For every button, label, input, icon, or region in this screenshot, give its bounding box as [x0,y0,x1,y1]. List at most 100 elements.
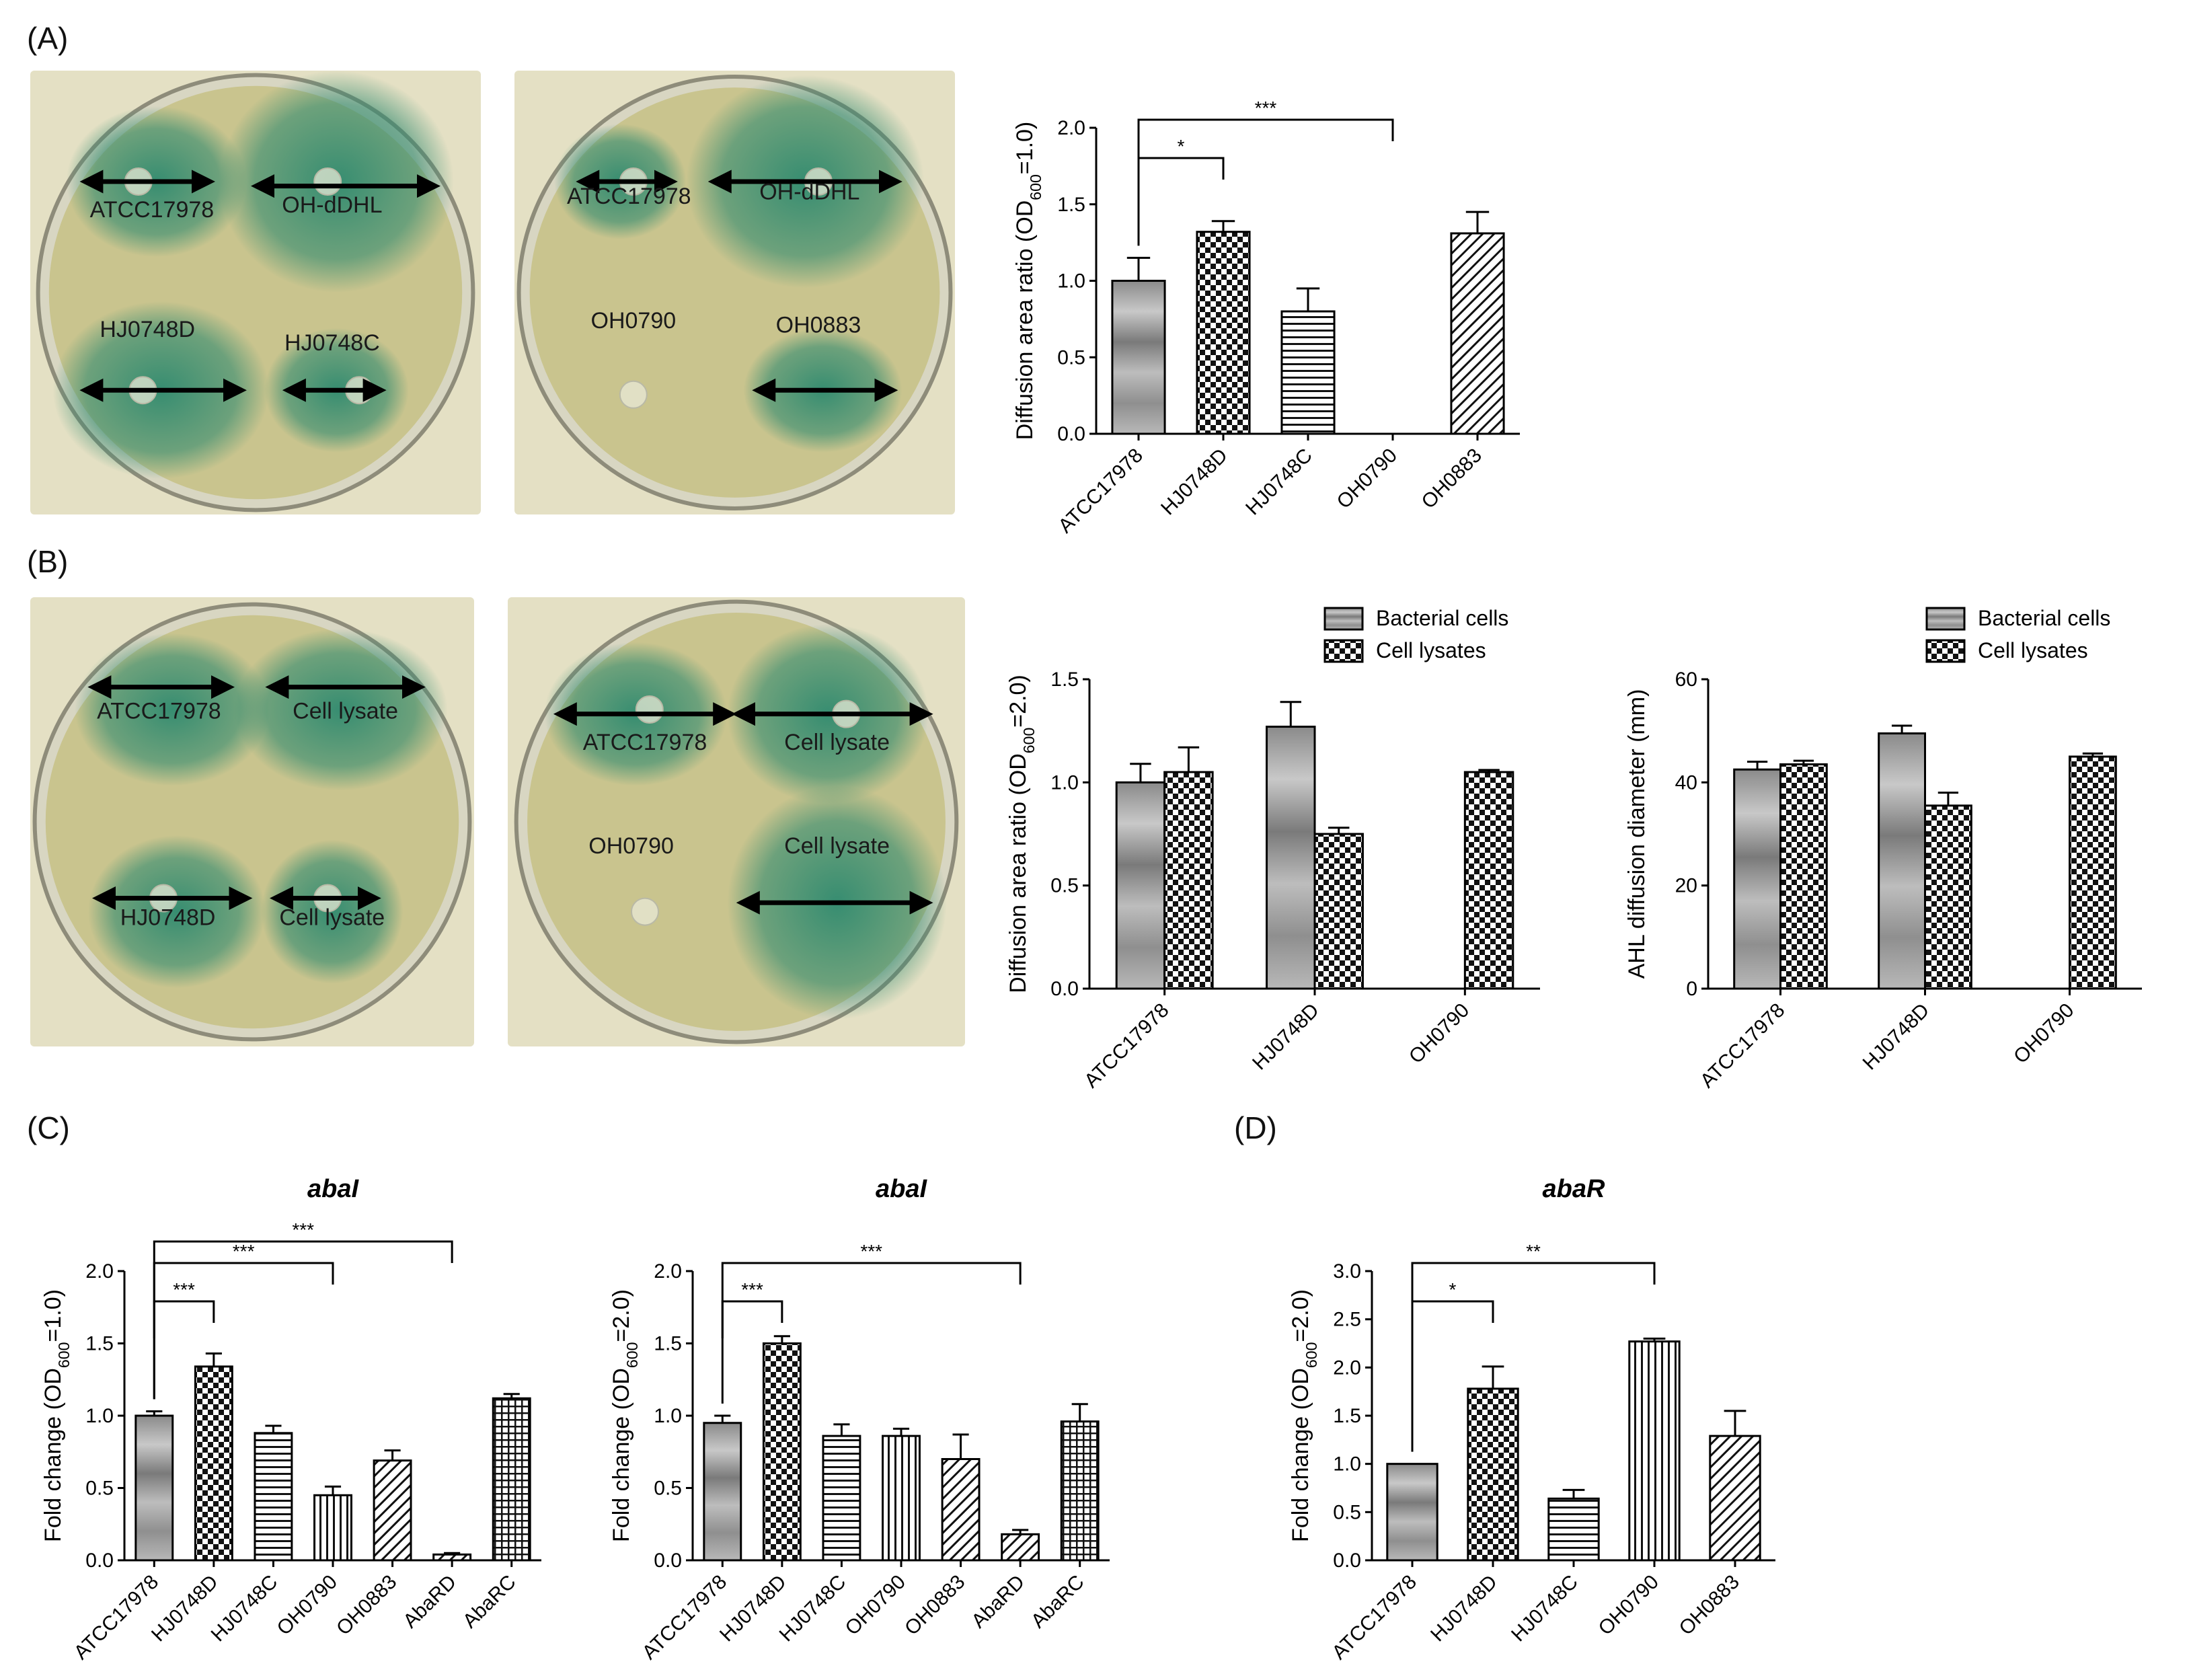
legend-swatch [1323,607,1364,631]
bar [822,1435,861,1562]
significance-bracket [1137,157,1225,195]
plate-label: OH-dDHL [759,179,859,204]
significance-bracket [721,1300,783,1338]
bar [1709,1435,1761,1562]
significance-label: *** [292,1219,314,1240]
bar [703,1422,742,1562]
x-tick-label: HJ0748C [207,1571,282,1646]
legend-swatch [1323,639,1364,663]
y-tick-label: 40 [1675,771,1697,794]
plate-label: ATCC17978 [97,698,221,724]
plate-label: Cell lysate [279,905,385,931]
y-tick-label: 2.0 [1057,117,1085,139]
panel-label-d: (D) [1234,1110,1277,1145]
y-axis-label: Diffusion area ratio (OD600=1.0) [1012,122,1044,441]
bar [1547,1497,1600,1562]
significance-label: * [1178,136,1185,157]
x-tick-label: ATCC17978 [1054,445,1147,538]
plate-label: OH0790 [588,833,674,859]
bar [1386,1463,1438,1562]
x-tick-label: ATCC17978 [70,1571,163,1665]
panel-label-c: (C) [27,1110,70,1145]
plate-label: ATCC17978 [90,197,215,223]
significance-label: ** [1526,1241,1541,1262]
y-tick-label: 2.5 [1333,1309,1361,1331]
y-tick-label: 2.0 [85,1260,114,1283]
y-tick-label: 0.5 [654,1478,682,1500]
legend-swatch [1925,639,1966,663]
bar [254,1432,293,1562]
significance-bracket [153,1240,453,1400]
significance-label: *** [173,1279,195,1300]
bar [1060,1420,1100,1562]
y-tick-label: 1.0 [85,1405,114,1427]
x-tick-label: HJ0748C [775,1571,851,1646]
significance-bracket [1411,1300,1494,1338]
significance-bracket [721,1262,1022,1404]
bar [1467,1387,1519,1562]
chart-c-abai-od1: abaI 0.0 0.5 1.0 1.5 2.0 Fold change (OD600=1.… [30,1157,568,1675]
y-tick-label: 0.0 [1057,423,1085,445]
y-tick-label: 1.5 [1057,194,1085,216]
bar [1196,231,1251,435]
x-tick-label: OH0790 [1405,999,1473,1068]
plate-photo-a1: ATCC17978 OH-dDHL HJ0748D HJ0748C [30,71,481,514]
x-tick-label: ATCC17978 [638,1571,732,1665]
x-tick-label: OH0883 [1675,1571,1744,1640]
significance-label: *** [860,1241,882,1262]
plate-label: HJ0748C [284,330,380,356]
x-tick-label: HJ0748D [1157,445,1232,520]
significance-label: *** [233,1241,255,1262]
bar [1450,232,1505,435]
y-tick-label: 1.0 [1057,270,1085,293]
y-tick-label: 0.0 [1050,978,1079,1000]
bar [1001,1533,1040,1562]
y-tick-label: 1.0 [654,1405,682,1427]
bar [1280,310,1336,435]
y-tick-label: 0.5 [1057,346,1085,369]
bar-cell-lysates [1163,771,1214,990]
y-axis-label: Fold change (OD600=1.0) [40,1289,73,1542]
bar [941,1458,981,1562]
x-tick-label: OH0883 [900,1571,969,1640]
legend-label: Cell lysates [1978,638,2088,662]
significance-label: *** [1255,98,1277,118]
legend-swatch [1925,607,1966,631]
legend-label: Bacterial cells [1376,606,1508,630]
x-tick-label: HJ0748C [1507,1571,1582,1646]
y-tick-label: 0.5 [85,1478,114,1500]
x-tick-label: ATCC17978 [1328,1571,1421,1665]
x-tick-label: ATCC17978 [1080,999,1174,1093]
y-tick-label: 0.5 [1333,1501,1361,1523]
chart-b-diffusion-ratio: 0.0 0.5 1.0 1.5 Diffusion area ratio (OD600=… [995,605,1580,1123]
chart-b-diffusion-diameter: 0 20 40 60 AHL diffusion diameter (mm) ATCC17… [1614,605,2182,1123]
bar [762,1342,802,1562]
bar [882,1435,921,1562]
x-tick-label: AbaRD [967,1571,1029,1633]
y-axis-label: Fold change (OD600=2.0) [609,1289,641,1542]
plate-label: HJ0748D [100,317,195,342]
bar [432,1553,472,1562]
plate-label: ATCC17978 [583,730,707,755]
plate-label: Cell lysate [784,833,890,859]
y-tick-label: 1.0 [1050,771,1079,794]
x-tick-label: AbaRC [1027,1571,1089,1633]
bar-bacterial-cells [1878,732,1927,990]
bar [135,1414,174,1562]
plate-label: ATCC17978 [567,184,691,209]
plate-label: OH-dDHL [282,192,382,218]
panel-label-b: (B) [27,544,69,579]
y-tick-label: 20 [1675,875,1697,897]
y-tick-label: 0.0 [654,1550,682,1572]
chart-c-abai-od2: abaI 0.0 0.5 1.0 1.5 2.0 Fold change (OD600=2.… [599,1157,1137,1675]
plate-photo-b2: ATCC17978 Cell lysate OH0790 Cell lysate [508,597,965,1046]
significance-bracket [1137,118,1394,246]
plate-photo-b1: ATCC17978 Cell lysate HJ0748D Cell lysate [30,597,474,1046]
x-tick-label: HJ0748D [1426,1571,1502,1646]
significance-label: *** [741,1279,763,1300]
plate-label: OH0883 [776,312,861,338]
chart-a-diffusion-ratio: 0.0 0.5 1.0 1.5 2.0 Diffusion area ratio (OD6… [995,81,1547,551]
chart-title: abaR [1543,1175,1605,1203]
bar [1628,1340,1681,1562]
bar-bacterial-cells [1266,726,1316,990]
